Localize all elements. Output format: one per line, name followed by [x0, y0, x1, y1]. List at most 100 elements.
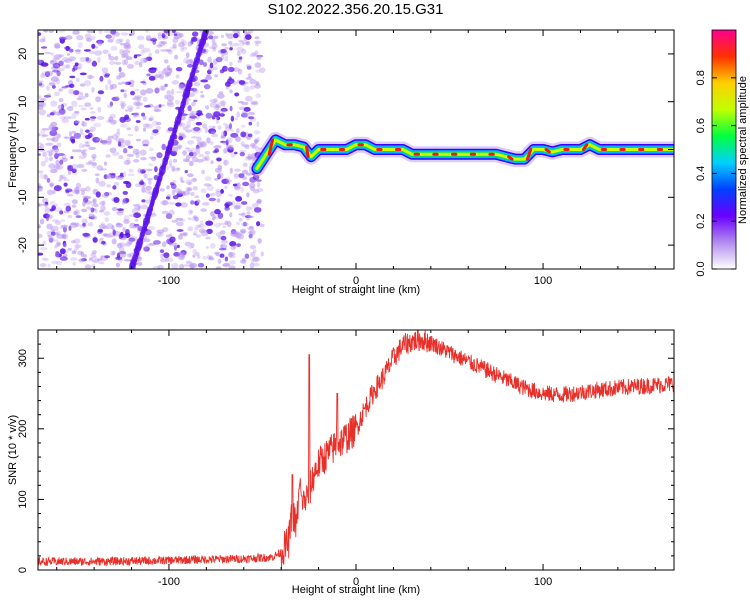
noise-dot: [167, 127, 172, 134]
noise-dot: [110, 30, 117, 35]
noise-dot: [93, 122, 102, 128]
noise-dot: [228, 251, 234, 258]
noise-dot: [249, 85, 255, 90]
noise-dot: [236, 111, 240, 118]
noise-dot: [115, 175, 120, 180]
noise-dot: [241, 112, 248, 118]
noise-dot: [233, 33, 239, 39]
noise-dot: [55, 164, 64, 170]
noise-dot: [54, 151, 58, 158]
noise-dot: [59, 159, 64, 165]
noise-dot: [207, 69, 212, 75]
noise-dot: [209, 242, 216, 249]
noise-dot: [191, 31, 199, 37]
noise-dot: [225, 139, 229, 146]
noise-dot: [191, 88, 199, 95]
noise-dot: [102, 233, 108, 237]
noise-dot: [59, 210, 64, 215]
noise-dot: [179, 263, 185, 269]
y-tick-label: -10: [17, 189, 29, 205]
noise-dot: [61, 157, 68, 162]
noise-dot: [167, 127, 174, 132]
noise-dot: [90, 252, 96, 258]
noise-dot: [58, 98, 64, 103]
noise-dot: [234, 185, 241, 191]
noise-dot: [142, 79, 146, 82]
noise-dot: [148, 179, 152, 185]
noise-dot: [187, 149, 193, 153]
noise-dot: [182, 150, 188, 156]
noise-dot: [194, 195, 200, 199]
noise-dot: [165, 258, 170, 262]
noise-dot: [260, 223, 265, 228]
noise-dot: [126, 153, 135, 157]
noise-dot: [223, 262, 231, 267]
noise-dot: [105, 34, 112, 39]
noise-dot: [216, 103, 220, 108]
noise-dot: [219, 113, 225, 117]
y-tick-label: -20: [17, 237, 29, 253]
noise-dot: [94, 50, 103, 56]
noise-dot: [65, 45, 70, 52]
noise-dot: [255, 146, 260, 153]
noise-dot: [47, 263, 51, 268]
ridge-core: [305, 145, 310, 159]
noise-dot: [248, 30, 254, 34]
noise-dot: [233, 81, 238, 85]
noise-dot: [75, 50, 81, 55]
noise-dot: [133, 212, 142, 218]
noise-dot: [246, 136, 251, 141]
noise-dot: [213, 144, 222, 149]
noise-dot: [84, 33, 92, 40]
noise-dot: [253, 262, 260, 267]
noise-dot: [63, 182, 68, 187]
noise-dot: [75, 182, 82, 189]
noise-dot: [47, 234, 53, 238]
noise-dot: [205, 74, 212, 78]
noise-dot: [103, 211, 111, 216]
noise-dot: [225, 179, 233, 183]
noise-dot: [127, 145, 133, 149]
noise-dot: [229, 47, 233, 51]
noise-dot: [248, 121, 253, 126]
noise-dot: [229, 89, 233, 94]
noise-dot: [203, 183, 211, 187]
noise-dot: [55, 241, 62, 246]
noise-dot: [233, 245, 237, 249]
noise-dot: [188, 113, 196, 117]
noise-dot: [139, 184, 145, 188]
noise-dot: [142, 168, 148, 172]
noise-dot: [156, 152, 163, 159]
noise-dot: [190, 191, 195, 197]
noise-dot: [224, 124, 230, 129]
noise-dot: [129, 83, 134, 88]
noise-dot: [78, 258, 85, 263]
y-tick-label: 20: [17, 48, 29, 60]
noise-dot: [91, 161, 97, 169]
noise-dot: [235, 128, 240, 134]
noise-dot: [214, 104, 221, 108]
noise-dot: [208, 46, 217, 49]
noise-dot: [191, 127, 199, 133]
noise-dot: [57, 153, 65, 156]
noise-dot: [227, 78, 235, 84]
noise-dot: [80, 149, 85, 154]
noise-dot: [54, 91, 60, 97]
noise-dot: [213, 98, 219, 103]
noise-dot: [176, 229, 184, 232]
noise-dot: [112, 151, 120, 156]
noise-dot: [83, 143, 90, 147]
noise-dot: [103, 30, 112, 34]
noise-dot: [171, 80, 179, 85]
noise-dot: [220, 189, 225, 194]
noise-dot: [134, 183, 141, 188]
noise-dot: [119, 102, 127, 107]
noise-dot: [49, 112, 55, 116]
noise-dot: [257, 198, 263, 203]
noise-dot: [217, 125, 222, 130]
noise-dot: [192, 87, 198, 92]
noise-dot: [249, 245, 256, 250]
noise-dot: [50, 60, 55, 63]
noise-dot: [195, 121, 202, 126]
noise-dot: [59, 256, 68, 261]
